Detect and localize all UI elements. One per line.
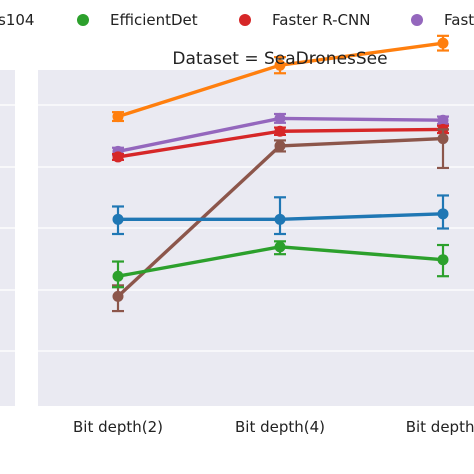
data-point xyxy=(274,241,286,253)
chart-title: Dataset = SeaDronesSee xyxy=(172,49,387,69)
legend: s104 EfficientDet Faster R-CNN Fast xyxy=(0,11,474,29)
legend-marker xyxy=(239,14,251,26)
series-4 xyxy=(112,128,449,313)
data-point xyxy=(437,114,449,126)
legend-item: EfficientDet xyxy=(77,11,198,29)
series-layer xyxy=(112,34,449,313)
x-tick-label: Bit depth( xyxy=(406,418,474,436)
data-point xyxy=(274,140,286,152)
series-3 xyxy=(112,123,449,163)
data-point xyxy=(437,133,449,145)
data-point xyxy=(112,213,124,225)
legend-label: Faster R-CNN xyxy=(272,11,370,29)
legend-item: Faster R-CNN xyxy=(239,11,370,29)
data-point xyxy=(274,125,286,137)
data-point xyxy=(112,270,124,282)
data-point xyxy=(112,111,124,123)
legend-label: EfficientDet xyxy=(110,11,198,29)
legend-item: Fast xyxy=(411,11,474,29)
legend-marker xyxy=(411,14,423,26)
legend-item: s104 xyxy=(0,11,34,29)
data-point xyxy=(437,208,449,220)
data-point xyxy=(274,59,286,71)
data-point xyxy=(112,290,124,302)
data-point xyxy=(437,254,449,266)
adjacent-panel xyxy=(0,70,15,406)
data-point xyxy=(437,37,449,49)
series-6 xyxy=(112,240,449,289)
data-point xyxy=(112,151,124,163)
x-tick-label: Bit depth(2) xyxy=(73,418,163,436)
data-point xyxy=(274,112,286,124)
data-point xyxy=(274,213,286,225)
legend-label: Fast xyxy=(444,11,474,29)
x-tick-labels: Bit depth(2) Bit depth(4) Bit depth( xyxy=(73,418,474,436)
series-5 xyxy=(112,194,449,236)
legend-marker xyxy=(77,14,89,26)
legend-label: s104 xyxy=(0,11,34,29)
plot-area xyxy=(38,70,474,406)
series-1 xyxy=(112,34,449,123)
x-tick-label: Bit depth(4) xyxy=(235,418,325,436)
